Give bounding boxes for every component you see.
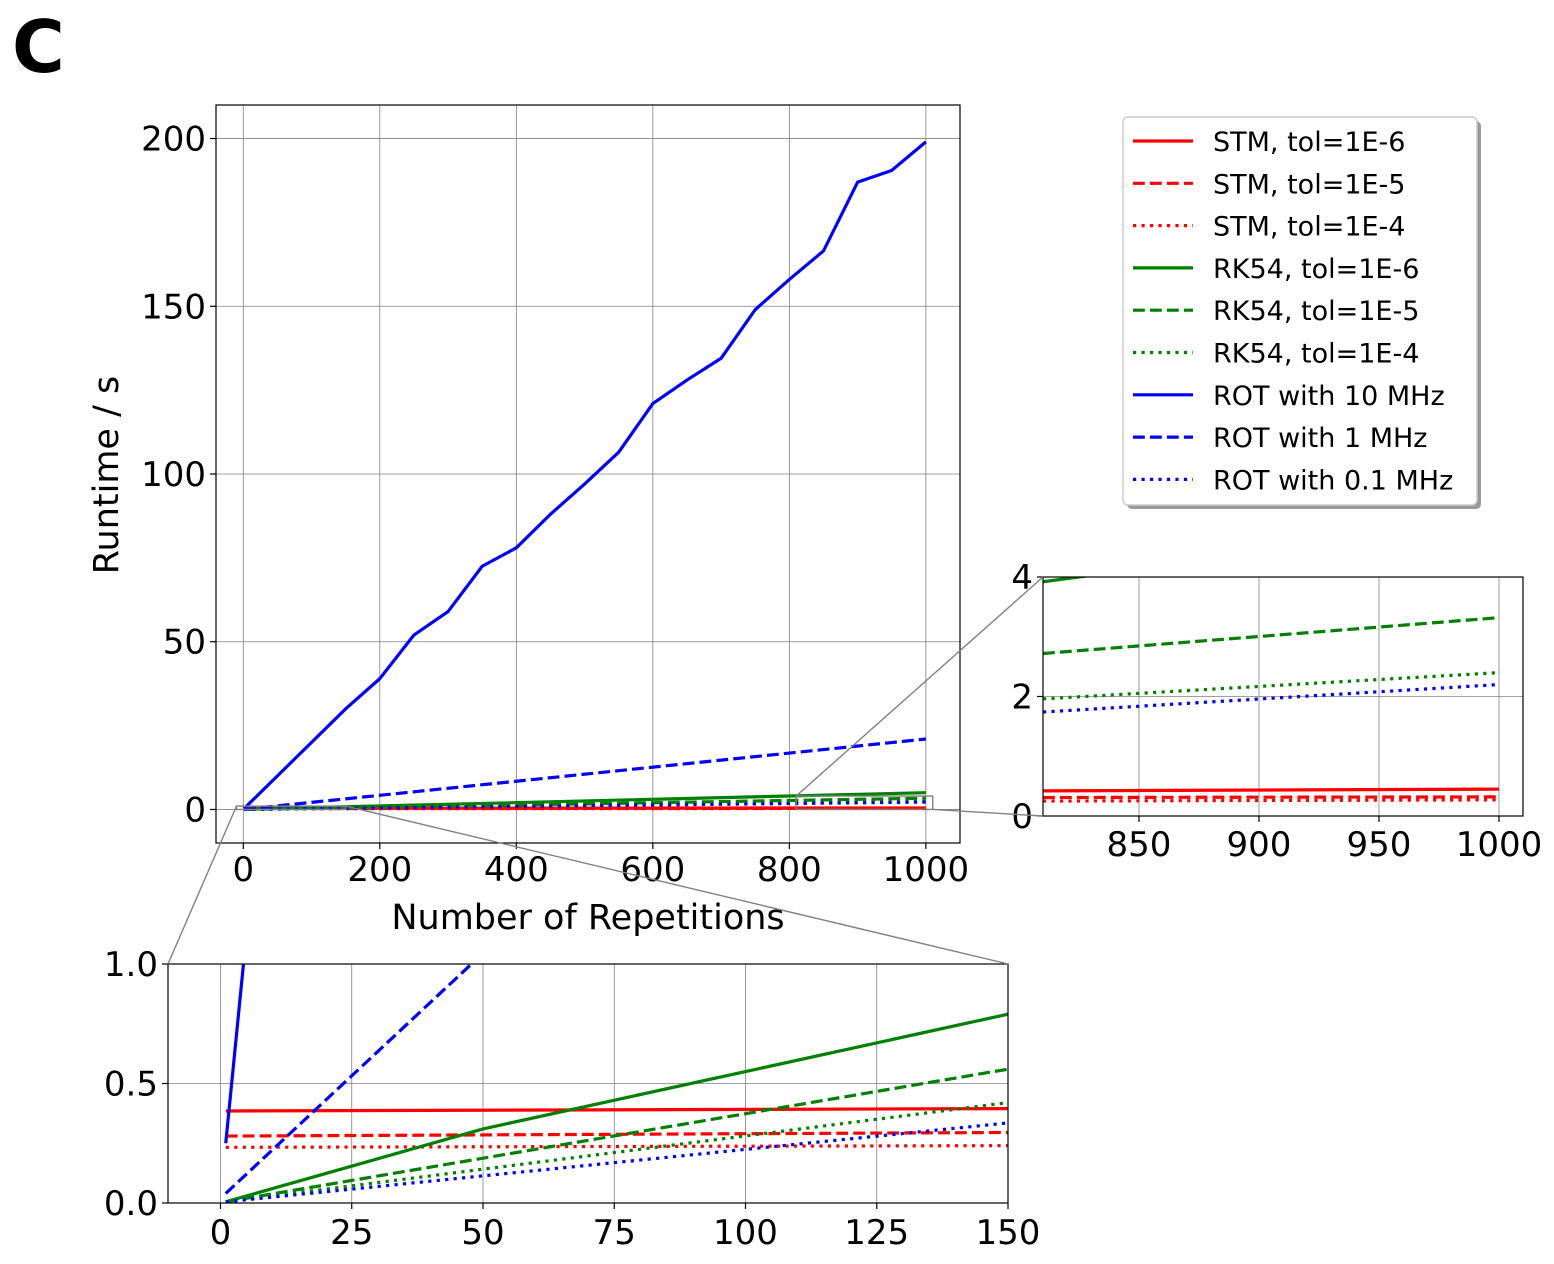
series-line-inset-bottom-4 — [225, 1067, 1008, 1203]
x-tick-label: 900 — [1227, 825, 1292, 865]
zoom-connector-inset-right — [932, 808, 1044, 817]
series-line-inset-right-1 — [1043, 795, 1500, 800]
legend-label: STM, tol=1E-6 — [1213, 127, 1405, 158]
main-plot: 0 200 400 600 800 1000 0 50 100 150 200 Number of … — [87, 104, 969, 938]
y-tick-label: 0.0 — [104, 1184, 158, 1224]
series-line-rot-with-10-mhz — [242, 140, 927, 810]
x-tick-label: 50 — [461, 1213, 504, 1253]
legend-items: STM, tol=1E-6 STM, tol=1E-5 STM, tol=1E-4 R… — [1133, 127, 1453, 496]
y-tick-label: 0 — [1011, 797, 1033, 837]
legend-item: RK54, tol=1E-4 — [1133, 339, 1419, 370]
x-tick-label: 1000 — [883, 850, 970, 890]
x-tick-label: 125 — [844, 1213, 909, 1253]
series-line-inset-bottom-8 — [225, 1121, 1008, 1203]
x-tick-label: 25 — [330, 1213, 373, 1253]
right-inset-plot: 850 900 950 1000 0 2 4 — [1011, 558, 1542, 865]
legend-item: STM, tol=1E-4 — [1133, 212, 1405, 243]
x-tick-label: 400 — [484, 850, 549, 890]
x-tick-label: 75 — [593, 1213, 636, 1253]
series-line-inset-right-6 — [1043, 682, 1500, 714]
series-line-inset-bottom-3 — [225, 1012, 1008, 1203]
x-tick-label: 1000 — [1456, 825, 1543, 865]
y-tick-label: 100 — [141, 455, 206, 495]
zoom-connector-inset-bottom — [345, 805, 1009, 965]
series-line-inset-right-4 — [1043, 616, 1500, 656]
main-ticks: 0 200 400 600 800 1000 0 50 100 150 200 — [141, 120, 969, 890]
x-tick-label: 850 — [1107, 825, 1172, 865]
series-line-inset-right-3 — [1043, 577, 1091, 584]
right-inset-series — [1043, 577, 1500, 803]
y-tick-label: 2 — [1011, 678, 1033, 718]
main-y-axis-label: Runtime / s — [87, 376, 127, 574]
x-tick-label: 150 — [976, 1213, 1041, 1253]
y-tick-label: 4 — [1011, 558, 1033, 598]
right-inset-ticks: 850 900 950 1000 0 2 4 — [1011, 558, 1542, 865]
legend-item: ROT with 0.1 MHz — [1133, 465, 1453, 496]
legend-label: RK54, tol=1E-5 — [1213, 296, 1419, 327]
y-tick-label: 0 — [184, 790, 206, 830]
legend: STM, tol=1E-6 STM, tol=1E-5 STM, tol=1E-4 R… — [1122, 116, 1481, 509]
x-tick-label: 600 — [620, 850, 685, 890]
x-tick-label: 0 — [210, 1213, 232, 1253]
series-line-inset-bottom-7 — [224, 964, 474, 1195]
zoom-indicators — [167, 576, 1044, 965]
series-line-inset-bottom-0 — [225, 1106, 1008, 1113]
series-line-inset-right-2 — [1043, 798, 1500, 803]
legend-label: ROT with 10 MHz — [1213, 381, 1445, 412]
x-tick-label: 950 — [1347, 825, 1412, 865]
legend-item: STM, tol=1E-6 — [1133, 127, 1405, 158]
x-tick-label: 200 — [347, 850, 412, 890]
series-line-rot-with-1-mhz — [243, 737, 927, 811]
zoom-connector-inset-right — [795, 576, 1044, 797]
legend-label: ROT with 1 MHz — [1213, 423, 1427, 454]
legend-frame — [1122, 116, 1478, 506]
main-x-axis-label: Number of Repetitions — [391, 898, 784, 938]
legend-item: RK54, tol=1E-6 — [1133, 254, 1419, 285]
legend-label: STM, tol=1E-4 — [1213, 212, 1405, 243]
main-grid — [216, 105, 960, 843]
y-tick-label: 200 — [141, 120, 206, 160]
zoom-region-inset-right — [795, 795, 934, 811]
x-tick-label: 0 — [232, 850, 254, 890]
x-tick-label: 800 — [757, 850, 822, 890]
bottom-inset-grid — [168, 963, 1009, 1204]
panel-letter: C — [12, 5, 65, 89]
bottom-inset-plot: 0 25 50 75 100 125 150 0.0 0.5 1.0 — [104, 945, 1041, 1253]
series-line-inset-bottom-5 — [225, 1101, 1008, 1203]
legend-item: STM, tol=1E-5 — [1133, 169, 1405, 200]
y-tick-label: 150 — [141, 287, 206, 327]
zoom-connector-inset-bottom — [167, 805, 238, 965]
legend-label: ROT with 0.1 MHz — [1213, 465, 1453, 496]
legend-item: ROT with 10 MHz — [1133, 381, 1445, 412]
legend-item: ROT with 1 MHz — [1133, 423, 1427, 454]
y-tick-label: 50 — [163, 623, 206, 663]
bottom-inset-series — [224, 964, 1008, 1203]
legend-item: RK54, tol=1E-5 — [1133, 296, 1419, 327]
series-line-inset-right-5 — [1043, 671, 1500, 701]
series-line-inset-bottom-2 — [225, 1144, 1008, 1149]
bottom-inset-ticks: 0 25 50 75 100 125 150 0.0 0.5 1.0 — [104, 945, 1041, 1253]
legend-label: RK54, tol=1E-6 — [1213, 254, 1419, 285]
legend-label: STM, tol=1E-5 — [1213, 169, 1405, 200]
main-series — [242, 140, 927, 812]
series-line-inset-bottom-6 — [224, 964, 246, 1144]
series-line-rot-with-0-1-mhz — [243, 800, 926, 812]
series-line-inset-right-0 — [1043, 787, 1500, 793]
legend-label: RK54, tol=1E-4 — [1213, 339, 1419, 370]
y-tick-label: 0.5 — [104, 1065, 158, 1105]
y-tick-label: 1.0 — [104, 945, 158, 985]
x-tick-label: 100 — [713, 1213, 778, 1253]
